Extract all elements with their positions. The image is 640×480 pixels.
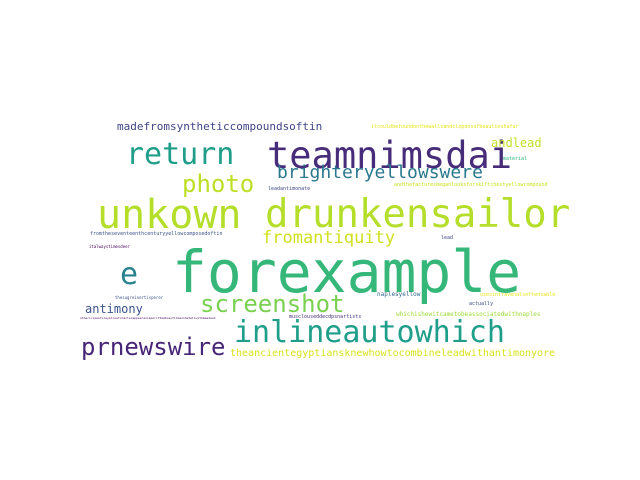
word-antimony: antimony xyxy=(85,302,143,316)
word-fromantiquity: fromantiquity xyxy=(262,228,396,248)
word-theancientegyptians: theancientegyptiansknewhowtocombineleadw… xyxy=(230,348,556,359)
word-italwaystimesdeer: italwaystimesdeer xyxy=(89,244,130,249)
word-material: material xyxy=(503,156,528,162)
word-andthefactures: andthefacturesbeganlooksforskiftchestyel… xyxy=(394,182,548,188)
word-prnewswire: prnewswire xyxy=(81,333,226,361)
word-fromtheseventeenth: fromtheseventeenthcenturyyellowcomposedo… xyxy=(90,231,223,237)
word-othericipes: othericipesforayellowfromclarappearancep… xyxy=(80,316,216,320)
word-inlineautowhich: inlineautowhich xyxy=(234,315,505,350)
word-teamnimsdai: teamnimsdai xyxy=(267,134,513,177)
word-forexample: forexample xyxy=(172,238,522,306)
word-e: e xyxy=(120,257,139,292)
word-itcouldbefound: itcouldbefoundonthewallsandclopensofbeau… xyxy=(371,124,519,130)
word-photo: photo xyxy=(182,170,255,198)
word-thesugreinert: thesugreinertisperer xyxy=(115,295,164,300)
word-screenshot: screenshot xyxy=(200,290,345,318)
word-unkown: unkown xyxy=(97,192,242,238)
word-return: return xyxy=(126,137,235,172)
word-leadantimonate: leadantimonate xyxy=(268,186,311,192)
word-madefromsyntheticcompoundsoftin: madefromsyntheticcompoundsoftin xyxy=(117,120,323,133)
word-brighteryellowswere: brighteryellowswere xyxy=(277,162,483,183)
word-whichishewitcame: whichishewitcametobeassociatedwithnaples xyxy=(396,311,541,318)
word-usesintravenal: usesintravenalsoftensable xyxy=(480,292,556,298)
word-naplesyellow: naplesyellow xyxy=(377,291,421,298)
word-andlead: andlead xyxy=(491,136,542,150)
word-drunkensailor: drunkensailor xyxy=(265,192,571,237)
word-actually: actually xyxy=(469,301,494,307)
word-musclouseddecdps: musclouseddecdpsnartists xyxy=(289,314,362,320)
word-lead: lead xyxy=(441,235,454,241)
